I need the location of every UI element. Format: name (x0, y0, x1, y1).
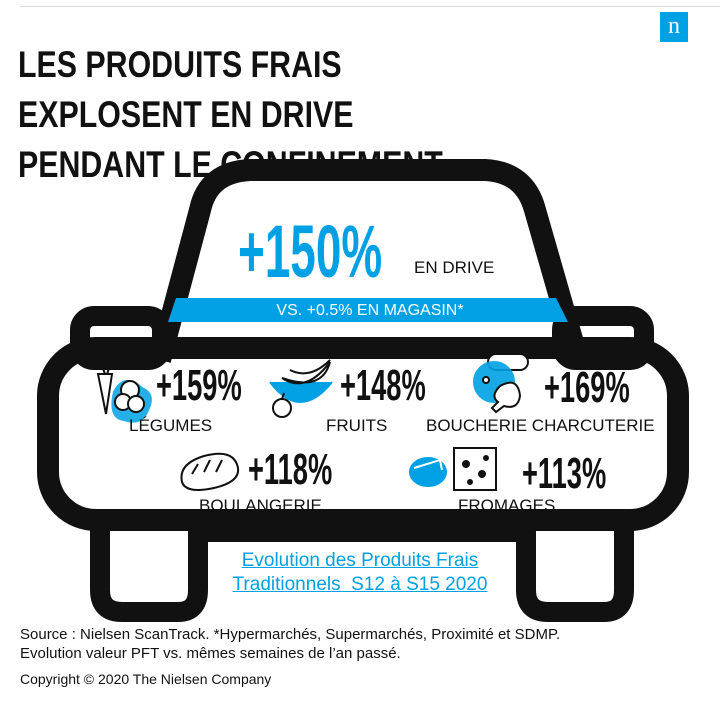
car-mirror-right (552, 306, 654, 370)
source-note: Source : Nielsen ScanTrack. *Hypermarché… (20, 625, 560, 663)
evolution-link-line-1[interactable]: Evolution des Produits Frais (241, 550, 479, 571)
fruits-icon (269, 359, 333, 418)
title-line-1: LES PRODUITS FRAIS EXPLOSENT EN DRIVE (18, 44, 354, 135)
bread-icon (180, 452, 240, 491)
headline-label: EN DRIVE (414, 258, 495, 277)
vegetables-icon (96, 365, 152, 423)
cheese-value: +113% (522, 449, 607, 498)
meat-icon (473, 353, 529, 414)
headline-value: +150% (238, 210, 383, 293)
meat-value: +169% (544, 363, 630, 412)
nielsen-logo: n (660, 12, 688, 42)
meat-label: BOUCHERIE CHARCUTERIE (426, 416, 655, 435)
bread-label: BOULANGERIE (199, 496, 322, 515)
bread-value: +118% (248, 445, 333, 494)
car-mirror-left (70, 306, 172, 370)
fruits-value: +148% (340, 361, 426, 410)
top-divider (20, 6, 720, 7)
vegetables-label: LÉGUMES (129, 416, 213, 435)
vegetables-value: +159% (156, 361, 242, 410)
evolution-link[interactable]: Evolution des Produits Frais Traditionne… (200, 549, 520, 597)
source-line-2: Evolution valeur PFT vs. mêmes semaines … (20, 645, 401, 662)
headline-comparison: VS. +0.5% EN MAGASIN* (276, 302, 464, 319)
source-line-1: Source : Nielsen ScanTrack. *Hypermarché… (20, 626, 561, 643)
fruits-label: FRUITS (326, 416, 388, 435)
copyright: Copyright © 2020 The Nielsen Company (20, 671, 272, 687)
windshield-bar (168, 298, 568, 322)
car-body (37, 337, 689, 531)
car-roof (149, 159, 589, 364)
cheese-icon (409, 447, 497, 491)
evolution-link-line-2[interactable]: Traditionnels S12 à S15 2020 (232, 574, 488, 595)
car-lower-body (90, 520, 634, 622)
cheese-label: FROMAGES (458, 496, 556, 515)
